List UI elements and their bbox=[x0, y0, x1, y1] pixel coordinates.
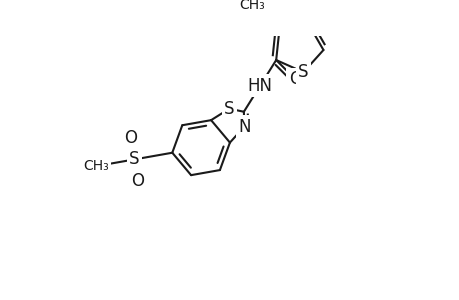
Text: N: N bbox=[238, 118, 250, 136]
Text: O: O bbox=[124, 129, 137, 147]
Text: O: O bbox=[131, 172, 144, 190]
Text: CH₃: CH₃ bbox=[239, 0, 265, 12]
Text: CH₃: CH₃ bbox=[84, 159, 109, 173]
Text: S: S bbox=[297, 63, 308, 81]
Text: S: S bbox=[129, 150, 140, 168]
Text: S: S bbox=[224, 100, 234, 118]
Text: HN: HN bbox=[247, 77, 272, 95]
Text: O: O bbox=[288, 70, 301, 88]
